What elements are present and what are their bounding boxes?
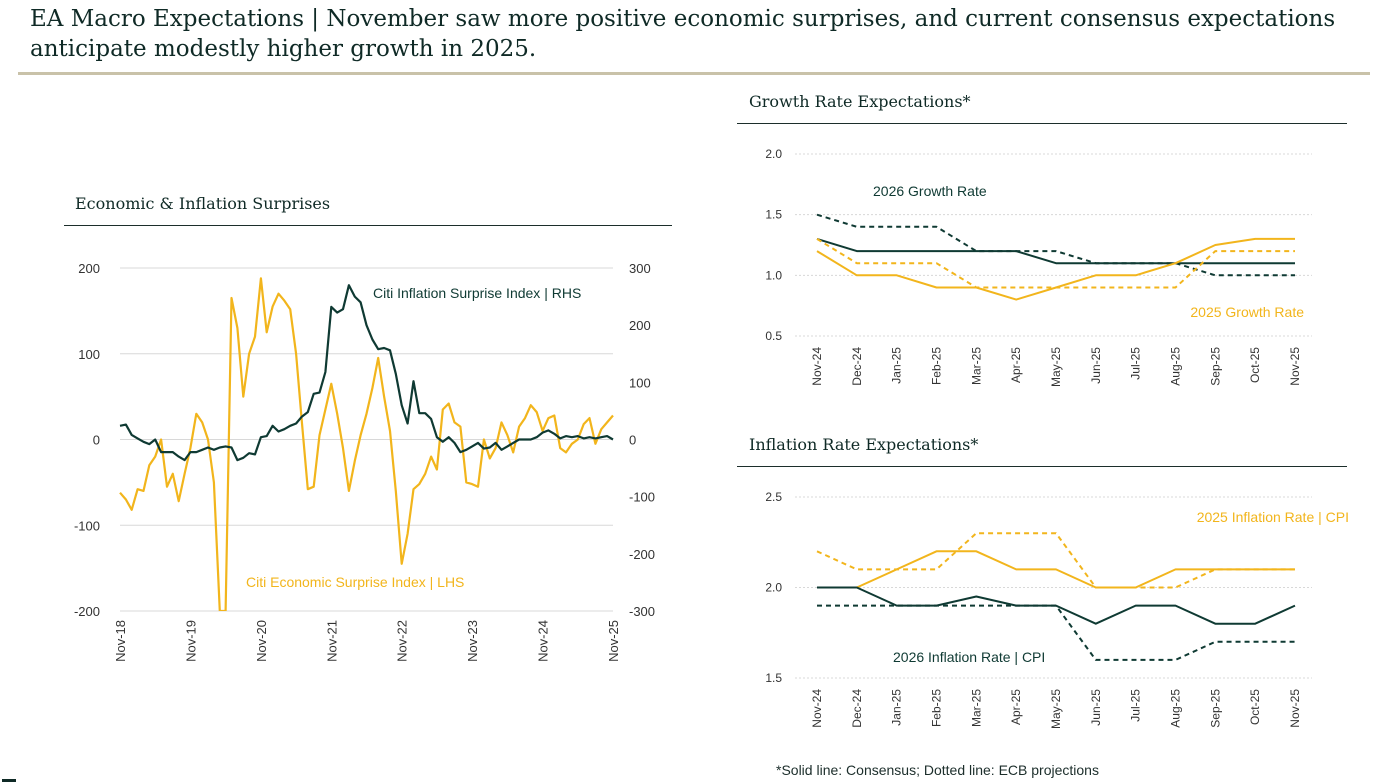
inflation-x-tick-label: Jun-25 — [1089, 689, 1103, 726]
surprises-right-tick-label: -300 — [629, 604, 655, 619]
footnote: *Solid line: Consensus; Dotted line: ECB… — [776, 762, 1099, 778]
growth-x-tick-label: Jan-25 — [890, 347, 904, 384]
surprises-x-tick-label: Nov-23 — [465, 620, 480, 662]
growth-x-tick-label: Aug-25 — [1169, 347, 1183, 386]
growth-x-tick-label: Oct-25 — [1248, 347, 1262, 383]
surprises-left-tick-label: -100 — [74, 518, 100, 533]
inflation-chart-title: Inflation Rate Expectations* — [749, 435, 979, 454]
growth-title-rule — [737, 123, 1347, 124]
surprises-x-tick-label: Nov-19 — [183, 620, 198, 662]
inflation-y-tick-label: 1.5 — [765, 671, 782, 685]
inflation-x-tick-label: Feb-25 — [930, 689, 944, 727]
growth-x-tick-label: Nov-25 — [1288, 347, 1302, 386]
inflation-y-tick-label: 2.5 — [765, 490, 782, 504]
inflation-gold-series-label: 2025 Inflation Rate | CPI — [1197, 509, 1349, 525]
growth-gold-solid-line — [816, 237, 1295, 301]
surprises-x-tick-label: Nov-18 — [113, 620, 128, 662]
surprises-left-tick-label: -200 — [74, 604, 100, 619]
growth-x-tick-label: Nov-24 — [810, 347, 824, 386]
inflation-surprise-line — [119, 284, 614, 462]
surprises-x-tick-label: Nov-25 — [606, 620, 621, 662]
inflation-x-tick-label: Dec-24 — [850, 689, 864, 728]
inflation-x-tick-label: Oct-25 — [1248, 689, 1262, 725]
inflation-x-tick-label: Jul-25 — [1129, 689, 1143, 722]
surprises-right-tick-label: 100 — [629, 375, 651, 390]
inflation-surprise-label: Citi Inflation Surprise Index | RHS — [373, 285, 581, 301]
growth-y-tick-label: 2.0 — [765, 147, 782, 161]
surprises-x-tick-label: Nov-22 — [395, 620, 410, 662]
surprises-right-tick-label: 300 — [629, 261, 651, 276]
growth-x-tick-label: Dec-24 — [850, 347, 864, 386]
title-divider — [18, 72, 1370, 75]
inflation-title-rule — [737, 466, 1347, 467]
growth-x-tick-label: Sep-25 — [1208, 347, 1222, 386]
growth-y-tick-label: 0.5 — [765, 329, 782, 343]
brand-mark — [0, 776, 30, 783]
growth-x-tick-label: Mar-25 — [969, 347, 983, 385]
inflation-x-tick-label: Nov-24 — [810, 689, 824, 728]
growth-dark-series-label: 2026 Growth Rate — [873, 183, 987, 199]
growth-gold-series-label: 2025 Growth Rate — [1190, 304, 1304, 320]
surprises-right-tick-label: -100 — [629, 490, 655, 505]
surprises-left-tick-label: 200 — [78, 261, 100, 276]
inflation-x-tick-label: May-25 — [1049, 689, 1063, 729]
inflation-x-tick-label: Mar-25 — [969, 689, 983, 727]
growth-x-tick-label: Feb-25 — [930, 347, 944, 385]
surprises-x-tick-label: Nov-24 — [536, 620, 551, 662]
surprises-chart-title: Economic & Inflation Surprises — [75, 194, 331, 213]
growth-y-tick-label: 1.0 — [765, 268, 782, 282]
growth-x-tick-label: Jul-25 — [1129, 347, 1143, 380]
surprises-right-tick-label: 200 — [629, 318, 651, 333]
brand-logo-icon — [2, 779, 16, 782]
surprises-right-tick-label: 0 — [629, 433, 636, 448]
inflation-dark-dotted-line — [817, 604, 1295, 661]
growth-y-tick-label: 1.5 — [765, 208, 782, 222]
page-title: EA Macro Expectations | November saw mor… — [30, 6, 1336, 62]
economic-surprise-line — [119, 277, 614, 611]
growth-x-tick-label: Apr-25 — [1009, 347, 1023, 383]
surprises-x-tick-label: Nov-21 — [324, 620, 339, 662]
inflation-x-tick-label: Jan-25 — [890, 689, 904, 726]
inflation-y-tick-label: 2.0 — [765, 581, 782, 595]
surprises-right-tick-label: -200 — [629, 547, 655, 562]
inflation-x-tick-label: Sep-25 — [1208, 689, 1222, 728]
inflation-gold-dotted-line — [816, 532, 1295, 589]
growth-chart-title: Growth Rate Expectations* — [749, 92, 971, 111]
inflation-x-tick-label: Nov-25 — [1288, 689, 1302, 728]
growth-dark-dotted-line — [816, 213, 1295, 277]
growth-x-tick-label: May-25 — [1049, 347, 1063, 387]
surprises-left-tick-label: 0 — [93, 433, 100, 448]
inflation-x-tick-label: Apr-25 — [1009, 689, 1023, 725]
growth-x-tick-label: Jun-25 — [1089, 347, 1103, 384]
surprises-title-rule — [64, 225, 672, 226]
growth-dark-solid-line — [816, 237, 1295, 265]
inflation-dark-series-label: 2026 Inflation Rate | CPI — [893, 649, 1045, 665]
inflation-x-tick-label: Aug-25 — [1169, 689, 1183, 728]
growth-gold-dotted-line — [816, 238, 1295, 289]
economic-surprise-label: Citi Economic Surprise Index | LHS — [246, 574, 464, 590]
surprises-x-tick-label: Nov-20 — [254, 620, 269, 662]
surprises-left-tick-label: 100 — [78, 347, 100, 362]
